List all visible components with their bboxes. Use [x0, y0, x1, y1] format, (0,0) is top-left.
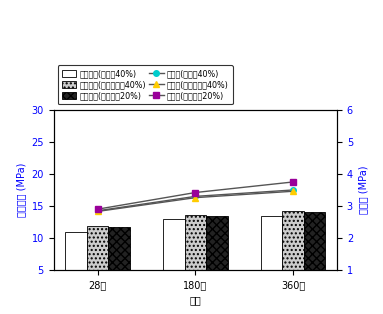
Bar [163, 219, 185, 302]
Bar [87, 226, 108, 302]
Bar [282, 211, 304, 302]
Y-axis label: 휨강도 (MPa): 휨강도 (MPa) [358, 166, 368, 214]
X-axis label: 재령: 재령 [190, 295, 201, 305]
Bar [206, 216, 228, 302]
Bar [108, 227, 130, 302]
Bar [304, 212, 325, 302]
Legend: 압축강도(석탄재40%), 압축강도(철강슬래그40%), 압축강도(재생골재20%), 휨강도(석탄재40%), 휨강도(철강슬래그40%), 휨강도(재생골: 압축강도(석탄재40%), 압축강도(철강슬래그40%), 압축강도(재생골재2… [58, 65, 233, 104]
Bar [185, 215, 206, 302]
Bar [261, 216, 282, 302]
Bar [65, 232, 87, 302]
Y-axis label: 압축강도 (MPa): 압축강도 (MPa) [16, 163, 26, 217]
